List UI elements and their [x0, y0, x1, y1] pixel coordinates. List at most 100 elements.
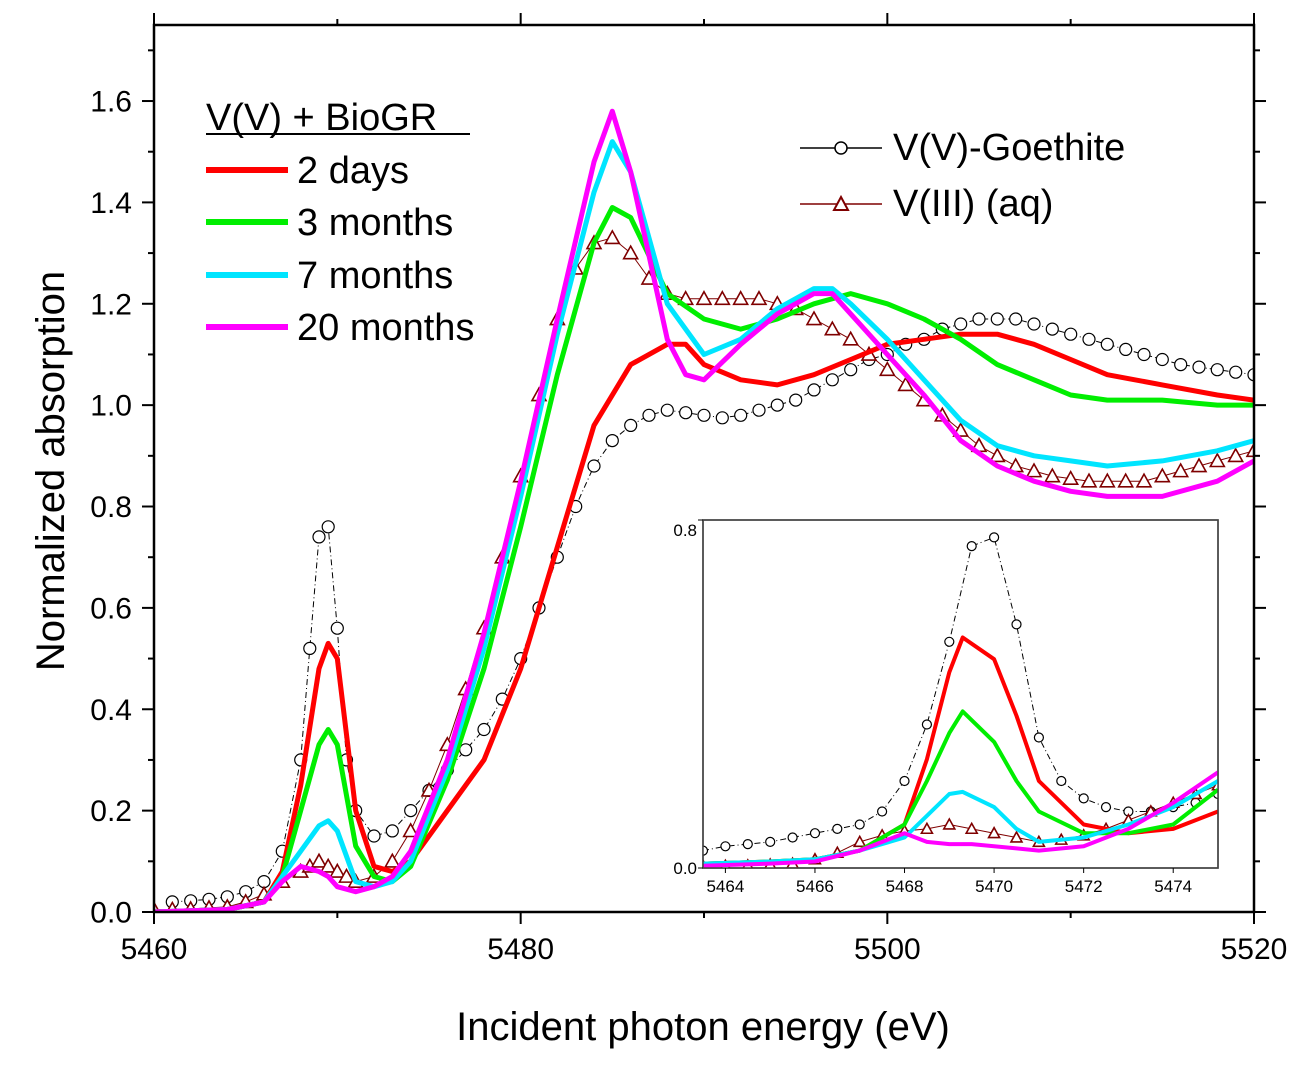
main-y-tick-label: 0.0 [90, 897, 132, 930]
x-axis-title: Incident photon energy (eV) [456, 1005, 950, 1049]
main-point-v-iii-aq [805, 310, 823, 326]
main-point-v-v-goethite [477, 722, 491, 737]
main-point-v-iii-aq [988, 447, 1006, 463]
main-point-v-v-goethite [1229, 365, 1243, 379]
main-point-v-iii-aq [897, 376, 915, 392]
inset-point-v-v-goethite [765, 836, 776, 848]
inset-y-tick-label: 0.0 [673, 859, 697, 878]
main-point-v-v-goethite [587, 459, 601, 473]
inset-point-v-v-goethite [944, 636, 955, 647]
y-axis-title: Normalized absorption [29, 271, 73, 671]
main-point-v-v-goethite [1174, 358, 1188, 372]
main-point-v-v-goethite [1082, 332, 1096, 346]
main-y-tick-label: 1.4 [90, 187, 132, 220]
inset-point-v-iii-aq [964, 821, 979, 835]
inset-point-v-v-goethite [787, 832, 798, 843]
legend-label-3-months: 3 months [297, 202, 453, 244]
main-series-group [154, 108, 1254, 912]
main-point-v-v-goethite [1155, 352, 1169, 367]
main-point-v-v-goethite [1247, 368, 1254, 382]
inset-x-tick-label: 5470 [975, 877, 1013, 896]
main-point-v-iii-aq [1080, 472, 1098, 488]
main-series-line-20-months [154, 108, 1254, 912]
main-point-v-v-goethite [1210, 363, 1224, 377]
legend-group-title: V(V) + BioGR [206, 97, 437, 139]
inset-point-v-v-goethite [876, 806, 888, 817]
legend-label-20-months: 20 months [297, 307, 474, 349]
main-point-v-v-goethite [807, 383, 821, 397]
legend-marker-goethite [834, 141, 848, 155]
main-point-v-iii-aq [878, 361, 896, 377]
main-point-v-v-goethite [697, 408, 711, 422]
inset-x-tick-label: 5472 [1065, 877, 1103, 896]
inset-point-v-v-goethite [809, 828, 821, 839]
main-point-v-iii-aq [402, 822, 420, 838]
main-x-tick-label: 5520 [1221, 933, 1288, 966]
main-point-v-iii-aq [319, 857, 337, 873]
inset-point-v-v-goethite [832, 823, 843, 835]
inset-point-v-v-goethite [1056, 775, 1067, 787]
main-point-v-iii-aq [1062, 469, 1080, 486]
main-y-tick-label: 0.2 [90, 795, 132, 828]
main-point-v-v-goethite [367, 829, 381, 843]
inset-y-tick-label: 0.8 [673, 521, 697, 540]
main-point-v-v-goethite [1119, 342, 1133, 356]
main-point-v-iii-aq [1153, 467, 1171, 483]
main-y-tick-label: 1.6 [90, 86, 132, 119]
legend-label-7-months: 7 months [297, 255, 453, 297]
main-point-v-v-goethite [321, 520, 335, 534]
main-point-v-v-goethite [825, 373, 839, 387]
main-point-v-v-goethite [734, 408, 748, 422]
inset-x-tick-label: 5474 [1154, 877, 1192, 896]
main-series-line-v-v-goethite [172, 318, 1254, 903]
main-point-v-v-goethite [1064, 327, 1078, 341]
main-point-v-iii-aq [328, 862, 346, 878]
legend-label-v3-aq: V(III) (aq) [893, 183, 1053, 225]
main-y-tick-label: 1.2 [90, 288, 132, 321]
main-point-v-v-goethite [990, 312, 1004, 326]
main-point-v-iii-aq [338, 867, 355, 883]
inset-point-v-v-goethite [703, 845, 709, 856]
legend-label-goethite: V(V)-Goethite [893, 127, 1125, 169]
inset-axes: 5464 5466 5468 5470 5472 5474 0.0 0.8 [673, 519, 1219, 896]
main-point-v-v-goethite [679, 406, 693, 420]
inset-point-v-v-goethite [1078, 793, 1089, 804]
inset-point-v-iii-aq [920, 821, 934, 835]
main-point-v-iii-aq [823, 320, 841, 336]
main-point-v-v-goethite [770, 398, 784, 412]
main-point-v-v-goethite [605, 434, 619, 448]
main-point-v-v-goethite [752, 403, 766, 417]
main-point-v-v-goethite [1192, 360, 1206, 374]
main-point-v-iii-aq [1227, 447, 1245, 463]
main-point-v-iii-aq [603, 229, 621, 245]
inset-point-v-iii-aq [1009, 830, 1024, 843]
main-point-v-v-goethite [1009, 312, 1023, 326]
main-point-v-v-goethite [844, 363, 858, 377]
main-point-v-iii-aq [1190, 457, 1208, 473]
main-point-v-iii-aq [1098, 472, 1116, 488]
main-y-tick-label: 0.8 [90, 491, 132, 524]
legend: V(V) + BioGR 2 days 3 months 7 months 20… [206, 97, 1125, 349]
main-series-line-2-days [154, 331, 1254, 912]
main-point-v-iii-aq [695, 290, 713, 306]
main-x-tick-label: 5480 [487, 933, 554, 966]
main-point-v-iii-aq [383, 852, 401, 868]
legend-marker-v3-aq [832, 194, 850, 211]
main-point-v-iii-aq [842, 330, 860, 346]
main-point-v-iii-aq [1208, 452, 1226, 468]
inset-point-v-v-goethite [1011, 619, 1022, 630]
inset-plot-frame [702, 519, 1219, 869]
inset-point-v-v-goethite [720, 841, 731, 852]
inset-point-v-iii-aq [987, 826, 1001, 839]
main-point-v-v-goethite [642, 408, 656, 422]
main-point-v-v-goethite [972, 312, 986, 326]
inset-point-v-v-goethite [1100, 801, 1112, 813]
main-point-v-iii-aq [1245, 442, 1254, 458]
main-point-v-v-goethite [789, 393, 803, 407]
main-point-v-iii-aq [750, 290, 768, 306]
main-point-v-iii-aq [1043, 467, 1061, 483]
main-point-v-iii-aq [1135, 472, 1153, 488]
inset-x-tick-label: 5468 [886, 877, 924, 896]
main-point-v-iii-aq [310, 852, 328, 868]
inset-point-v-v-goethite [966, 540, 977, 552]
